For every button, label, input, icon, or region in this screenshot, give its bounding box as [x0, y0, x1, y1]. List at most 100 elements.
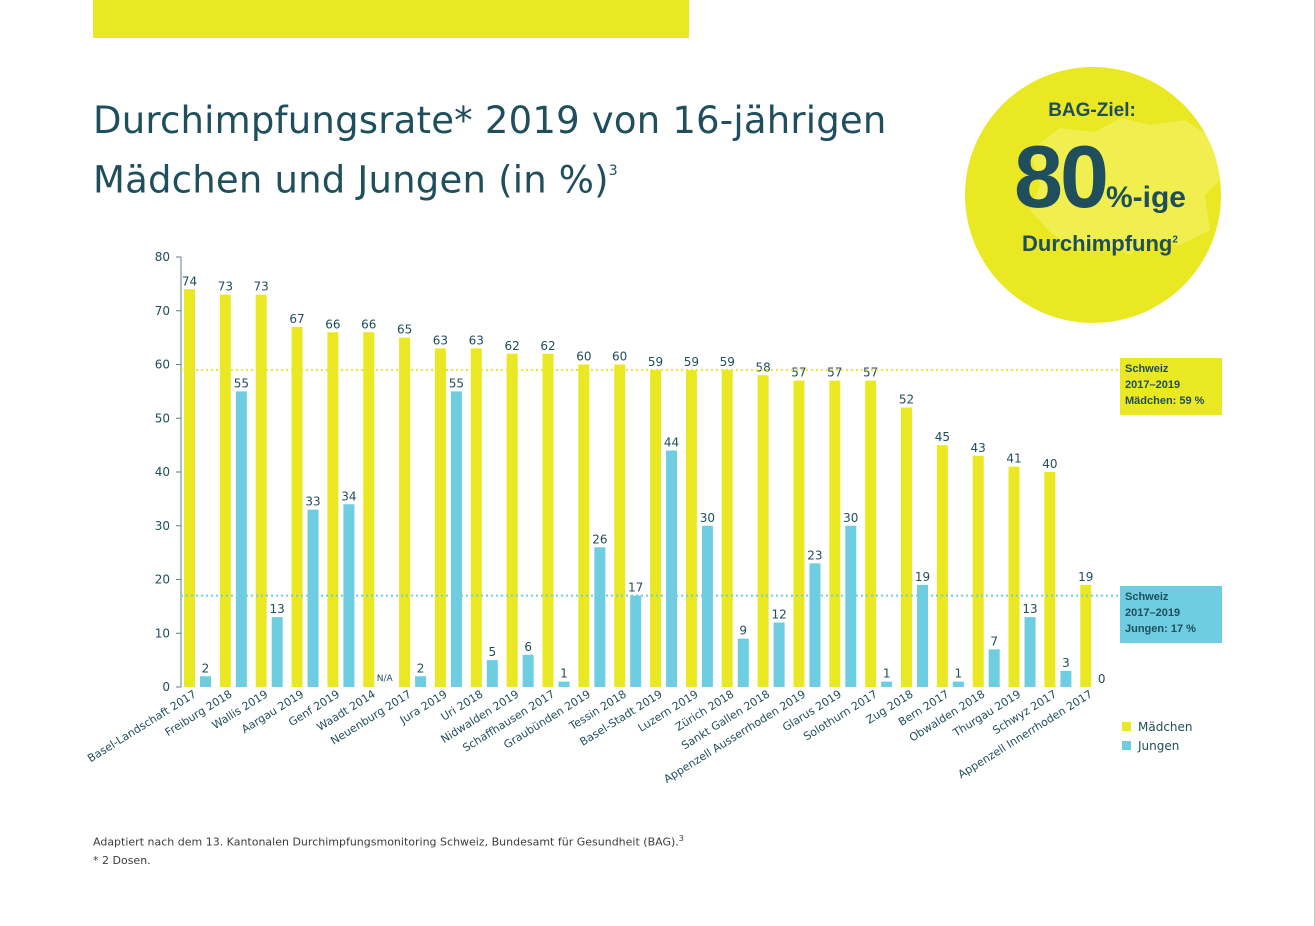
bar-jungen	[558, 681, 570, 687]
data-label-jungen: 12	[771, 608, 786, 622]
bar-jungen	[988, 649, 1000, 687]
data-label-jungen: 19	[915, 570, 930, 584]
reference-label-line: Schweiz	[1125, 363, 1169, 375]
reference-label-line: Schweiz	[1125, 591, 1169, 603]
data-label-jungen: 30	[700, 511, 715, 525]
reference-label-line: Jungen: 17 %	[1125, 623, 1196, 635]
bar-maedchen	[470, 348, 482, 687]
data-label-jungen: 26	[592, 532, 607, 546]
data-label-jungen: 55	[234, 376, 249, 390]
reference-label-line: Mädchen: 59 %	[1125, 395, 1205, 407]
data-label-maedchen: 63	[433, 333, 448, 347]
bar-maedchen	[865, 380, 877, 687]
bar-maedchen	[614, 364, 626, 687]
data-label-maedchen: 52	[899, 393, 914, 407]
chart-title: Durchimpfungsrate* 2019 von 16-jährigen …	[93, 94, 887, 207]
data-label-maedchen: 74	[182, 274, 197, 288]
source-superscript: 3	[678, 834, 684, 843]
data-label-jungen: 13	[270, 602, 285, 616]
bar-jungen	[917, 584, 928, 687]
data-label-maedchen: 73	[218, 280, 233, 294]
data-label-jungen: 2	[417, 661, 425, 675]
y-tick-label: 40	[155, 465, 170, 479]
bar-jungen	[881, 681, 893, 687]
bar-jungen	[845, 525, 857, 687]
title-superscript: 3	[608, 163, 618, 179]
badge-label: BAG-Ziel:	[1048, 100, 1136, 121]
data-label-jungen: 30	[843, 511, 858, 525]
data-label-maedchen: 59	[648, 355, 663, 369]
data-label-jungen: 13	[1022, 602, 1037, 616]
data-label-maedchen: 57	[827, 366, 842, 380]
reference-label-line: 2017–2019	[1125, 607, 1180, 619]
data-label-maedchen: 62	[505, 339, 520, 353]
bar-maedchen	[972, 455, 984, 687]
bar-maedchen	[1008, 466, 1020, 687]
source-text: Adaptiert nach dem 13. Kantonalen Durchi…	[93, 835, 679, 849]
data-label-jungen: 6	[524, 640, 532, 654]
reference-box-jungen	[1120, 586, 1222, 643]
reference-box-maedchen	[1120, 358, 1222, 415]
y-tick-label: 60	[155, 358, 170, 372]
y-tick-label: 0	[162, 680, 170, 694]
bar-jungen	[200, 676, 211, 687]
data-label-na: N/A	[377, 674, 394, 684]
bar-jungen	[522, 654, 534, 687]
bar-jungen	[415, 676, 427, 687]
bar-maedchen	[327, 332, 339, 687]
legend-label-maedchen: Mädchen	[1138, 720, 1193, 734]
data-label-maedchen: 57	[863, 366, 878, 380]
data-label-maedchen: 58	[755, 360, 770, 374]
data-label-maedchen: 62	[540, 339, 555, 353]
bar-maedchen	[936, 445, 948, 687]
data-label-maedchen: 59	[684, 355, 699, 369]
bar-jungen	[630, 595, 642, 687]
bar-maedchen	[650, 369, 662, 687]
bar-maedchen	[685, 369, 697, 687]
badge-subtitle-superscript: 2	[1172, 234, 1178, 246]
data-label-maedchen: 60	[576, 350, 591, 364]
data-label-maedchen: 66	[325, 317, 340, 331]
bar-maedchen	[721, 369, 733, 687]
bar-jungen	[1024, 617, 1036, 687]
data-label-maedchen: 19	[1078, 570, 1093, 584]
data-label-jungen: 44	[664, 436, 679, 450]
bar-jungen	[1060, 670, 1072, 687]
bar-jungen	[450, 391, 462, 687]
badge-circle-group	[965, 67, 1221, 323]
bar-jungen	[594, 547, 606, 687]
bar-maedchen	[901, 407, 912, 687]
data-label-jungen: 3	[1062, 656, 1070, 670]
data-label-maedchen: 66	[361, 317, 376, 331]
bar-jungen	[343, 504, 355, 687]
y-tick-label: 30	[155, 519, 170, 533]
bar-maedchen	[542, 353, 554, 687]
bar-jungen	[235, 391, 247, 687]
y-tick-label: 80	[155, 250, 170, 264]
legend-swatch-jungen	[1122, 741, 1131, 750]
data-label-maedchen: 40	[1042, 457, 1057, 471]
data-label-maedchen: 67	[289, 312, 304, 326]
reference-label-line: 2017–2019	[1125, 379, 1180, 391]
source-footnote: Adaptiert nach dem 13. Kantonalen Durchi…	[93, 834, 684, 849]
title-line-2: Mädchen und Jungen (in %)3	[93, 148, 887, 207]
data-label-jungen: 1	[883, 667, 891, 681]
bar-jungen	[666, 450, 678, 687]
data-label-maedchen: 57	[791, 366, 806, 380]
data-label-jungen: 55	[449, 376, 464, 390]
bar-jungen	[701, 525, 713, 687]
data-label-jungen: 1	[955, 667, 963, 681]
badge-subtitle-text: Durchimpfung	[1022, 231, 1173, 256]
title-line-2-text: Mädchen und Jungen (in %)	[93, 158, 609, 202]
badge-value: 80%-ige	[985, 127, 1215, 248]
data-label-jungen: 2	[202, 661, 210, 675]
bar-maedchen	[399, 337, 411, 687]
y-tick-label: 50	[155, 411, 170, 425]
top-accent-bar	[93, 0, 689, 38]
badge-value-suffix: %-ige	[1105, 181, 1186, 214]
data-label-jungen: 9	[739, 624, 747, 638]
bar-maedchen	[829, 380, 841, 687]
bar-maedchen	[363, 332, 375, 687]
data-label-maedchen: 43	[971, 441, 986, 455]
